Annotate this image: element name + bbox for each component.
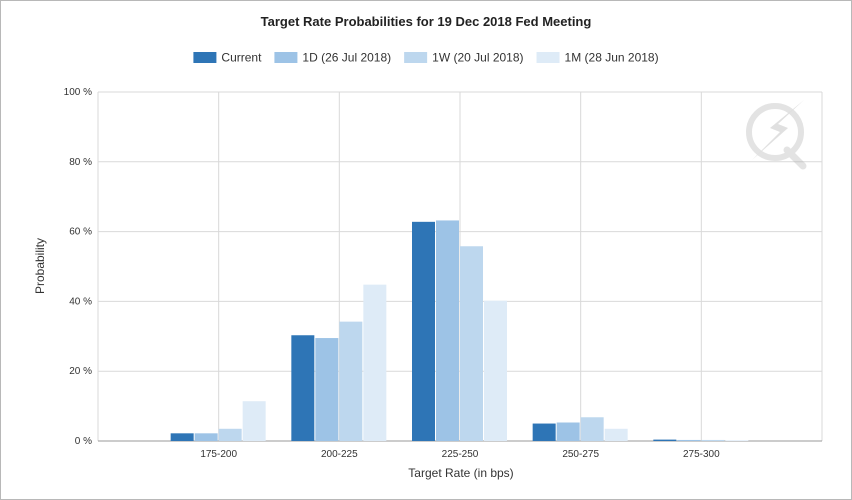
legend-item-1m-28-jun-2018[interactable]: 1M (28 Jun 2018): [536, 51, 659, 65]
legend: Current 1D (26 Jul 2018) 1W (20 Jul 2018) 1…: [193, 51, 659, 65]
bar-1w-20-jul-2018-200-225: [339, 321, 363, 441]
bar-1m-28-jun-2018-225-250: [484, 300, 507, 441]
bar-1m-28-jun-2018-250-275: [604, 428, 628, 441]
bar-1w-20-jul-2018-275-300: [701, 439, 725, 441]
y-tick-label: 0 %: [75, 436, 92, 447]
x-tick-label: 200-225: [321, 449, 358, 460]
bar-1w-20-jul-2018-250-275: [580, 417, 604, 441]
bar-current-225-250: [412, 221, 435, 441]
bar-current-275-300: [653, 439, 677, 441]
legend-item-1w-20-jul-2018[interactable]: 1W (20 Jul 2018): [404, 51, 524, 65]
legend-label: 1M (28 Jun 2018): [565, 51, 659, 65]
legend-item-1d-26-jul-2018[interactable]: 1D (26 Jul 2018): [274, 51, 391, 65]
bar-1d-26-jul-2018-200-225: [315, 338, 339, 441]
legend-swatch: [193, 52, 217, 63]
bar-1w-20-jul-2018-175-200: [218, 428, 242, 441]
y-tick-label: 100 %: [64, 87, 92, 98]
x-tick-label: 250-275: [562, 449, 599, 460]
y-tick-label: 80 %: [69, 157, 92, 168]
legend-swatch: [536, 52, 560, 63]
legend-label: Current: [221, 51, 262, 65]
bar-1d-26-jul-2018-250-275: [556, 422, 580, 441]
bar-current-175-200: [170, 433, 194, 441]
bar-1m-28-jun-2018-175-200: [242, 401, 266, 441]
x-tick-labels: 175-200 200-225 225-250 250-275 275-300: [200, 449, 720, 460]
bar-current-250-275: [532, 423, 556, 441]
y-tick-label: 40 %: [69, 296, 92, 307]
legend-item-current[interactable]: Current: [193, 51, 262, 65]
bar-current-200-225: [291, 335, 315, 441]
bar-1d-26-jul-2018-275-300: [677, 439, 701, 441]
y-tick-label: 20 %: [69, 366, 92, 377]
y-tick-labels: 0 % 20 % 40 % 60 % 80 % 100 %: [64, 87, 92, 447]
x-tick-label: 275-300: [683, 449, 720, 460]
bar-1d-26-jul-2018-175-200: [194, 433, 218, 441]
bar-1m-28-jun-2018-200-225: [363, 284, 387, 441]
bar-1d-26-jul-2018-225-250: [436, 220, 459, 441]
legend-label: 1D (26 Jul 2018): [302, 51, 391, 65]
bar-1m-28-jun-2018-275-300: [725, 440, 749, 441]
chart-title: Target Rate Probabilities for 19 Dec 201…: [261, 14, 592, 29]
legend-swatch: [274, 52, 298, 63]
legend-label: 1W (20 Jul 2018): [432, 51, 523, 65]
quikstrike-q-logo-icon: [746, 100, 807, 170]
x-axis-label: Target Rate (in bps): [408, 466, 513, 480]
y-axis-label: Probability: [33, 238, 47, 294]
y-tick-label: 60 %: [69, 227, 92, 238]
bars: [170, 220, 749, 441]
legend-swatch: [404, 52, 428, 63]
x-tick-label: 225-250: [442, 449, 479, 460]
bar-1w-20-jul-2018-225-250: [460, 246, 483, 441]
x-tick-label: 175-200: [200, 449, 237, 460]
